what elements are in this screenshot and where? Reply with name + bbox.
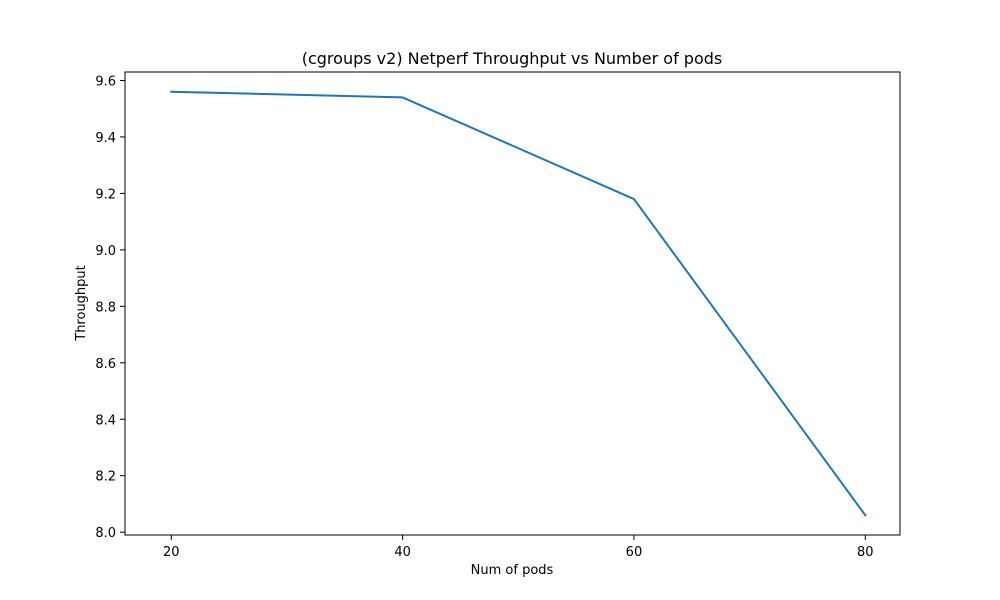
- y-tick-label: 8.6: [95, 357, 116, 372]
- x-tick-label: 80: [857, 545, 874, 560]
- y-axis: 8.0 8.2 8.4 8.6 8.8 9.0 9.2 9.4 9.6: [95, 74, 125, 541]
- series-line: [170, 90, 867, 517]
- x-tick-label: 20: [163, 545, 180, 560]
- y-tick-label: 9.6: [95, 74, 116, 89]
- y-tick-label: 8.2: [95, 470, 116, 485]
- plot-frame: [124, 71, 901, 536]
- x-tick-label: 60: [626, 545, 643, 560]
- y-tick-label: 8.4: [95, 413, 116, 428]
- y-tick-label: 9.2: [95, 187, 116, 202]
- y-tick-label: 9.0: [95, 244, 116, 259]
- x-axis: 20 40 60 80: [163, 535, 874, 560]
- x-axis-label: Num of pods: [471, 563, 554, 578]
- y-axis-label: Throughput: [74, 265, 89, 342]
- chart-title: (cgroups v2) Netperf Throughput vs Numbe…: [302, 49, 723, 68]
- plot-area: [170, 90, 867, 517]
- y-tick-label: 8.8: [95, 300, 116, 315]
- x-tick-label: 40: [394, 545, 411, 560]
- y-tick-label: 8.0: [95, 526, 116, 541]
- y-tick-label: 9.4: [95, 131, 116, 146]
